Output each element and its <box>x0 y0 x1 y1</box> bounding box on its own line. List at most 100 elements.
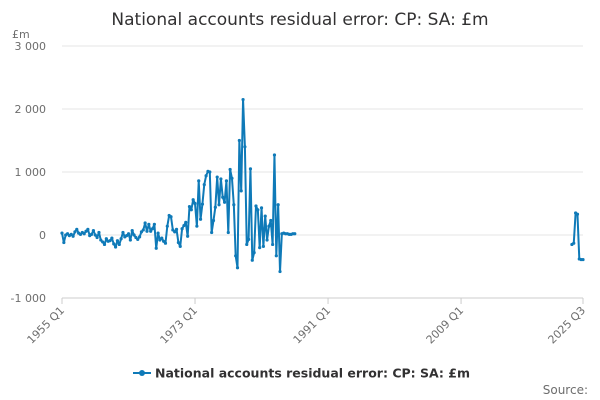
data-point[interactable] <box>62 240 66 245</box>
data-point[interactable] <box>189 208 193 212</box>
data-point[interactable] <box>248 167 253 171</box>
data-point[interactable] <box>250 258 254 262</box>
data-point[interactable] <box>269 218 273 223</box>
data-point[interactable] <box>71 234 75 238</box>
data-point[interactable] <box>254 204 258 208</box>
data-point[interactable] <box>169 215 173 219</box>
data-point[interactable] <box>138 235 142 239</box>
data-point[interactable] <box>187 205 192 209</box>
data-point[interactable] <box>174 227 179 231</box>
data-point[interactable] <box>115 239 120 243</box>
data-point[interactable] <box>154 246 158 250</box>
data-point[interactable] <box>197 179 201 183</box>
data-point[interactable] <box>258 246 262 250</box>
data-point[interactable] <box>210 230 214 235</box>
data-point[interactable] <box>256 208 260 212</box>
data-point[interactable] <box>208 170 212 174</box>
data-point[interactable] <box>173 230 177 234</box>
data-point[interactable] <box>73 230 77 234</box>
data-point[interactable] <box>265 238 269 242</box>
data-point[interactable] <box>222 200 227 204</box>
data-point[interactable] <box>191 198 195 202</box>
data-point[interactable] <box>276 203 280 207</box>
data-point[interactable] <box>152 222 156 226</box>
data-point[interactable] <box>117 242 121 247</box>
data-point[interactable] <box>141 228 145 232</box>
data-point[interactable] <box>211 218 216 223</box>
data-point[interactable] <box>226 230 230 235</box>
data-point[interactable] <box>274 254 278 258</box>
data-point[interactable] <box>102 242 107 247</box>
data-point[interactable] <box>93 233 97 237</box>
data-point[interactable] <box>237 138 241 143</box>
data-point[interactable] <box>232 203 236 207</box>
data-point[interactable] <box>204 174 208 178</box>
data-point[interactable] <box>101 240 105 244</box>
data-point[interactable] <box>147 222 151 226</box>
data-point[interactable] <box>60 231 64 235</box>
data-point[interactable] <box>217 203 221 207</box>
data-point[interactable] <box>91 228 96 233</box>
data-point[interactable] <box>267 224 271 228</box>
data-point[interactable] <box>572 241 576 245</box>
data-point[interactable] <box>247 237 251 242</box>
data-point[interactable] <box>200 202 205 206</box>
data-point[interactable] <box>202 183 206 187</box>
data-point[interactable] <box>215 175 219 179</box>
data-point[interactable] <box>150 227 155 231</box>
data-point[interactable] <box>163 241 168 245</box>
data-point[interactable] <box>108 239 112 243</box>
data-point[interactable] <box>221 195 225 199</box>
data-point[interactable] <box>193 201 197 206</box>
data-point[interactable] <box>110 236 114 240</box>
data-point[interactable] <box>182 223 186 228</box>
data-point[interactable] <box>198 217 203 221</box>
data-point[interactable] <box>219 177 223 181</box>
data-point[interactable] <box>271 242 275 247</box>
data-point[interactable] <box>160 236 164 240</box>
data-point[interactable] <box>119 237 123 241</box>
data-point[interactable] <box>195 224 199 228</box>
data-point[interactable] <box>241 97 245 102</box>
data-point[interactable] <box>186 234 190 238</box>
data-point[interactable] <box>178 244 182 248</box>
data-point[interactable] <box>278 269 282 274</box>
data-point[interactable] <box>86 227 90 231</box>
data-point[interactable] <box>145 229 149 233</box>
data-point[interactable] <box>575 212 580 216</box>
data-point[interactable] <box>89 232 94 236</box>
data-point[interactable] <box>136 237 140 242</box>
data-point[interactable] <box>75 227 79 231</box>
data-point[interactable] <box>252 251 256 255</box>
data-point[interactable] <box>581 257 585 262</box>
data-point[interactable] <box>243 145 247 149</box>
data-point[interactable] <box>113 245 118 249</box>
data-point[interactable] <box>130 228 134 233</box>
data-point[interactable] <box>132 233 136 237</box>
data-point[interactable] <box>95 235 99 240</box>
data-point[interactable] <box>165 224 169 228</box>
data-point[interactable] <box>180 227 184 231</box>
data-point[interactable] <box>293 232 297 236</box>
data-point[interactable] <box>263 214 267 218</box>
data-point[interactable] <box>82 232 86 236</box>
data-point[interactable] <box>239 189 243 193</box>
data-point[interactable] <box>235 266 240 270</box>
data-point[interactable] <box>149 229 153 233</box>
data-point[interactable] <box>224 179 229 183</box>
data-point[interactable] <box>126 232 131 236</box>
data-point[interactable] <box>104 237 108 241</box>
data-point[interactable] <box>213 205 217 209</box>
data-point[interactable] <box>261 244 265 248</box>
data-point[interactable] <box>245 242 249 247</box>
data-point[interactable] <box>121 230 125 235</box>
data-point[interactable] <box>97 230 101 235</box>
data-point[interactable] <box>259 206 264 210</box>
data-point[interactable] <box>176 240 180 245</box>
data-point[interactable] <box>156 231 160 235</box>
legend[interactable]: National accounts residual error: CP: SA… <box>133 366 470 381</box>
data-point[interactable] <box>184 220 188 224</box>
data-point[interactable] <box>143 221 147 225</box>
data-point[interactable] <box>228 167 232 172</box>
data-point[interactable] <box>230 176 234 180</box>
